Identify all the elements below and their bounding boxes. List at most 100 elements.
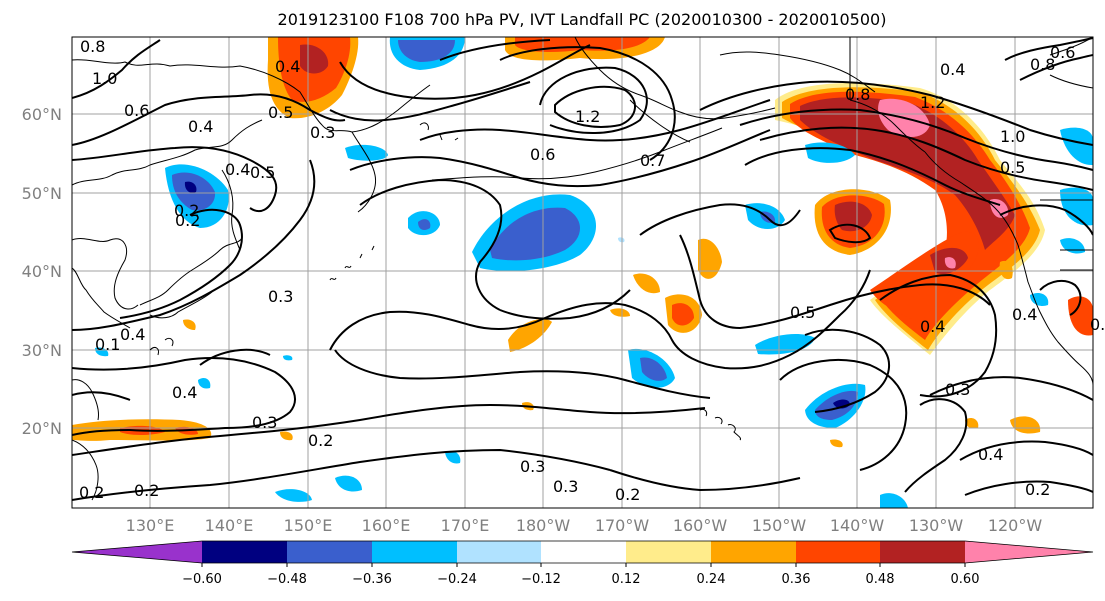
lon-label: 150°W [752, 516, 807, 535]
contour-label: 0.3 [252, 413, 277, 432]
lon-label: 180°W [516, 516, 571, 535]
lon-label: 120°W [988, 516, 1043, 535]
positive-anomaly-patch [944, 257, 956, 269]
contour-label: 0.6 [530, 145, 555, 164]
contour-label: 0.4 [172, 383, 197, 402]
contour-label: 0.4 [188, 117, 213, 136]
contour-label: 0.4 [920, 317, 945, 336]
colorbar-segment [626, 541, 711, 563]
colorbar-tick-label: 0.24 [697, 572, 726, 587]
lon-label: 170°E [441, 516, 490, 535]
contour-label: 1.2 [920, 93, 945, 112]
contour-label: 0.4 [978, 445, 1003, 464]
colorbar-segment [880, 541, 965, 563]
contour-label: 0.8 [1030, 55, 1055, 74]
colorbar-segment [287, 541, 372, 563]
contour-label: 0.5 [790, 303, 815, 322]
map-frame [71, 36, 1094, 509]
negative-anomaly-patch [198, 377, 211, 389]
colorbar-tick-label: −0.12 [521, 572, 561, 587]
contour-label: 1.0 [92, 69, 117, 88]
lon-label: 160°E [362, 516, 411, 535]
colorbar-extend-left [72, 541, 202, 563]
colorbar-tick-label: 0.60 [951, 572, 980, 587]
positive-anomaly-patch [1010, 416, 1041, 434]
colorbar-tick-label: 0.12 [612, 572, 641, 587]
colorbar-tick-label: −0.36 [352, 572, 392, 587]
negative-anomaly-patch [640, 357, 667, 381]
negative-anomaly-patch [398, 40, 455, 62]
colorbar-tick-label: −0.24 [437, 572, 477, 587]
negative-anomaly-patch [490, 207, 580, 261]
colorbar-segment [796, 541, 880, 563]
positive-anomaly-patch [183, 319, 196, 330]
contour-label: 0.8 [80, 37, 105, 56]
contour-label: 1.0 [1000, 127, 1025, 146]
contour-label: 0.7 [640, 151, 665, 170]
contour-label: 0.5 [1000, 158, 1025, 177]
positive-anomaly-patch [1068, 296, 1093, 336]
lon-label: 160°W [673, 516, 728, 535]
lat-label: 40°N [22, 262, 62, 281]
colorbar-segment [202, 541, 287, 563]
contour-label: 0.2 [134, 481, 159, 500]
colorbar-segment [711, 541, 796, 563]
positive-anomaly-patch [672, 303, 694, 326]
colorbar-segment [541, 541, 626, 563]
contour-label: 0.6 [1050, 43, 1075, 62]
lon-label: 130°W [909, 516, 964, 535]
lon-label: 140°E [205, 516, 254, 535]
positive-anomaly-patch [280, 431, 293, 441]
colorbar-extend-right [965, 541, 1093, 563]
negative-anomaly-patch [335, 475, 362, 492]
negative-anomaly-patch [283, 355, 293, 361]
negative-anomaly-patch [345, 144, 388, 161]
negative-anomaly-patch [275, 489, 312, 502]
positive-anomaly-patch [300, 44, 329, 74]
colorbar-segment [457, 541, 541, 563]
negative-anomaly-patch [445, 450, 461, 464]
contour-label: 0.4 [225, 160, 250, 179]
contour-label: 0.5 [268, 103, 293, 122]
contour-label: 0.3 [268, 287, 293, 306]
longitude-labels: 130°E 140°E 150°E 160°E 170°E 180°W 170°… [126, 516, 1043, 535]
positive-anomaly-patch [633, 273, 660, 294]
lon-label: 170°W [595, 516, 650, 535]
positive-anomaly-patch [999, 260, 1013, 280]
lat-label: 50°N [22, 184, 62, 203]
colorbar-segment [372, 541, 457, 563]
negative-anomaly-patch [618, 237, 625, 243]
contour-label: 0.2 [174, 201, 199, 220]
negative-anomaly-patch [880, 493, 908, 508]
lat-label: 60°N [22, 105, 62, 124]
colorbar-tick-label: 0.48 [866, 572, 895, 587]
positive-anomaly-patch [610, 308, 630, 317]
contour-label: 0.8 [845, 85, 870, 104]
negative-anomaly-patch [1060, 187, 1093, 226]
contour-label: 0.2 [1025, 480, 1050, 499]
pv-shading [72, 37, 1093, 508]
contour-label: 0.2 [79, 483, 104, 502]
positive-anomaly-patch [698, 238, 722, 279]
contour-label: 0.4 [120, 325, 145, 344]
negative-anomaly-patch [1060, 127, 1093, 166]
colorbar-tick-label: 0.36 [782, 572, 811, 587]
lat-label: 20°N [22, 419, 62, 438]
positive-anomaly-patch [508, 319, 552, 352]
colorbar-ticks [201, 563, 966, 567]
contour-label: 0.1 [95, 335, 120, 354]
negative-anomaly-patch [418, 219, 431, 230]
contour-label: 0.2 [175, 211, 200, 230]
lon-label: 130°E [126, 516, 175, 535]
negative-anomaly-patch [184, 181, 197, 193]
contour-label: 0.3 [945, 380, 970, 399]
contour-label: 0.4 [1012, 305, 1037, 324]
contour-label: 0.6 [124, 101, 149, 120]
contour-label-layer: 0.8 1.0 0.6 0.4 0.5 0.3 0.2 0.4 0.5 1.2 … [79, 37, 1105, 504]
lat-label: 30°N [22, 341, 62, 360]
contour-label: 0.2 [308, 431, 333, 450]
positive-anomaly-patch [830, 439, 843, 448]
contour-label: 0.5 [250, 163, 275, 182]
contour-label: 0.3 [310, 123, 335, 142]
